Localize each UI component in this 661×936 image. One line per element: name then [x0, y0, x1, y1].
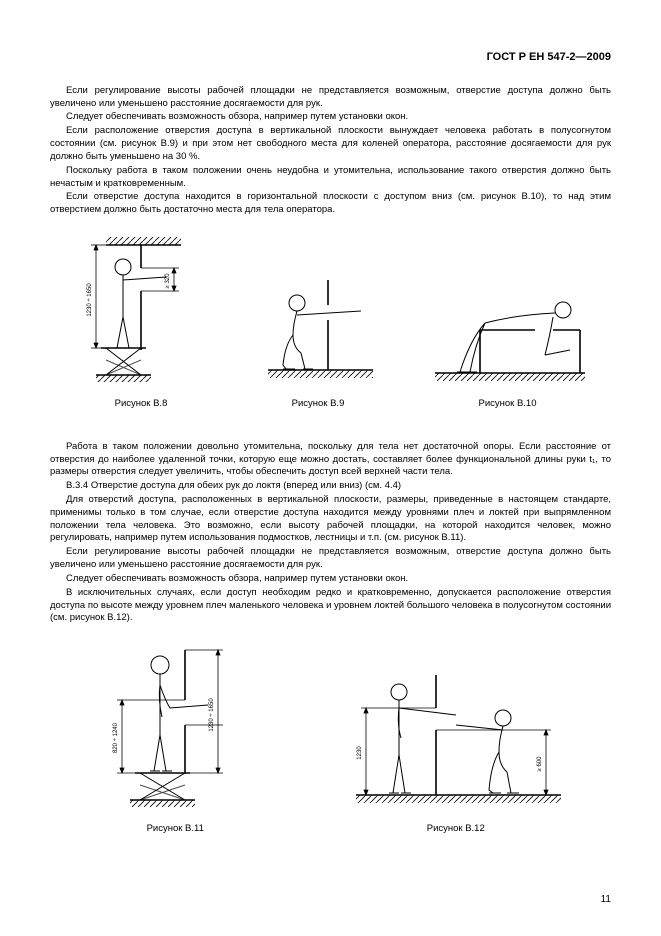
para: В исключительных случаях, если доступ не… [50, 587, 611, 625]
document-code: ГОСТ Р ЕН 547-2—2009 [50, 50, 611, 65]
para: Если регулирование высоты рабочей площад… [50, 546, 611, 572]
para: Если регулирование высоты рабочей площад… [50, 85, 611, 111]
figure-caption: Рисунок В.9 [292, 398, 345, 411]
para: Работа в таком положении довольно утомит… [50, 441, 611, 479]
dim-label: ≥ 320 [165, 273, 171, 289]
dim-label: 1230 ÷ 1650 [87, 283, 93, 317]
figure-caption: Рисунок В.8 [115, 398, 168, 411]
figure-caption: Рисунок В.12 [427, 823, 485, 836]
figure-b10-svg [425, 285, 590, 390]
figure-b9: Рисунок В.9 [253, 275, 383, 411]
text-block-top: Если регулирование высоты рабочей площад… [50, 85, 611, 217]
figure-b11: 820 ÷ 1240 1230 ÷ 1650 Рисунок В.11 [90, 645, 260, 836]
para: Следует обеспечивать возможность обзора,… [50, 111, 611, 124]
dim-label: ≥ 600 [537, 756, 543, 772]
figure-b11-svg: 820 ÷ 1240 1230 ÷ 1650 [90, 645, 260, 815]
para: Если отверстие доступа находится в гориз… [50, 191, 611, 217]
figure-b9-svg [253, 275, 383, 390]
para: Поскольку работа в таком положении очень… [50, 165, 611, 191]
dim-label: 1230 [357, 746, 363, 760]
figure-b10: Рисунок В.10 [425, 285, 590, 411]
figure-caption: Рисунок В.11 [147, 823, 204, 836]
figure-b8: 1230 ÷ 1650 ≥ 320 Рисунок В.8 [71, 235, 211, 411]
figure-row-1: 1230 ÷ 1650 ≥ 320 Рисунок В.8 [50, 235, 611, 411]
text-block-mid: Работа в таком положении довольно утомит… [50, 441, 611, 625]
figure-b12: 1230 ≥ 600 Рисунок В.12 [341, 670, 571, 836]
para: Следует обеспечивать возможность обзора,… [50, 573, 611, 586]
figure-b12-svg: 1230 ≥ 600 [341, 670, 571, 815]
page-number: 11 [601, 893, 611, 907]
dim-label: 1230 ÷ 1650 [209, 698, 215, 732]
dim-label: 820 ÷ 1240 [113, 723, 119, 754]
para: Для отверстий доступа, расположенных в в… [50, 494, 611, 545]
figure-caption: Рисунок В.10 [478, 398, 536, 411]
para: В.3.4 Отверстие доступа для обеих рук до… [50, 480, 611, 493]
figure-b8-svg: 1230 ÷ 1650 ≥ 320 [71, 235, 211, 390]
para: Если расположение отверстия доступа в ве… [50, 125, 611, 163]
figure-row-2: 820 ÷ 1240 1230 ÷ 1650 Рисунок В.11 [50, 645, 611, 836]
